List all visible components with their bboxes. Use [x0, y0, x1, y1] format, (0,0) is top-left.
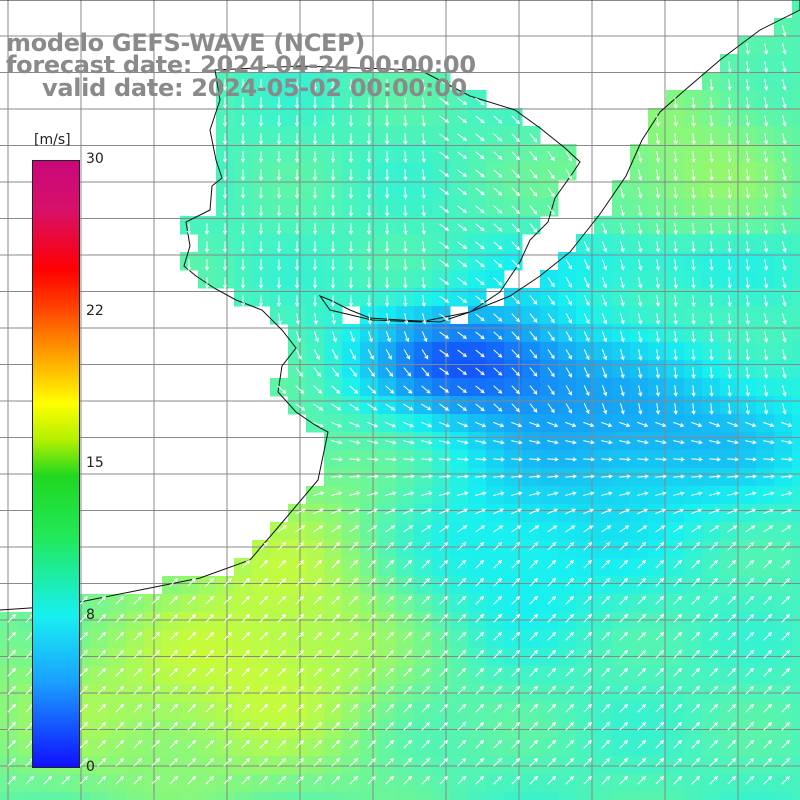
colorbar-tick-15: 15 [86, 455, 104, 471]
forecast-date: forecast date: 2024-04-24 00:00:00 [6, 51, 476, 79]
colorbar-tick-22: 22 [86, 303, 104, 319]
valid-date: valid date: 2024-05-02 00:00:00 [42, 74, 467, 102]
colorbar [32, 160, 80, 768]
wind-vectors [7, 25, 794, 785]
coastline [0, 0, 800, 611]
colorbar-unit: [m/s] [34, 132, 71, 148]
colorbar-tick-30: 30 [86, 151, 104, 167]
model-title: modelo GEFS-WAVE (NCEP) [6, 29, 366, 57]
colorbar-tick-0: 0 [86, 759, 95, 775]
colorbar-tick-8: 8 [86, 607, 95, 623]
